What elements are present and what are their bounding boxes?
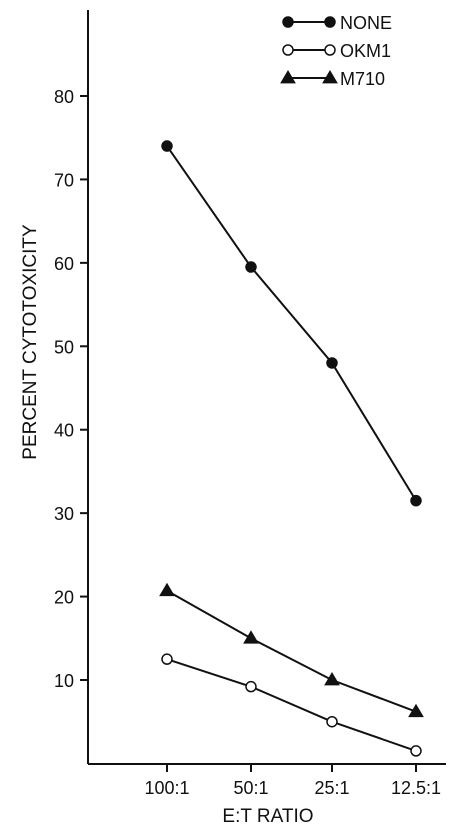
y-tick-label: 40 — [54, 421, 74, 441]
x-ticks: 100:1 50:1 25:1 12.5:1 — [144, 764, 441, 798]
y-ticks: 10 20 30 40 50 60 70 80 — [54, 87, 88, 691]
data-point-m710 — [159, 582, 175, 597]
legend-item-okm1: OKM1 — [282, 41, 391, 61]
data-point-none — [161, 140, 173, 152]
legend-label-okm1: OKM1 — [340, 41, 391, 61]
data-point-m710 — [324, 672, 340, 686]
legend: NONE OKM1 M710 — [280, 13, 392, 89]
legend-marker-none — [282, 16, 294, 28]
y-axis-title: PERCENT CYTOTOXICITY — [20, 224, 41, 460]
legend-marker-m710 — [280, 70, 296, 84]
x-tick-label: 100:1 — [144, 778, 189, 798]
x-axis: 100:1 50:1 25:1 12.5:1 — [88, 763, 446, 798]
y-tick-label: 50 — [54, 337, 74, 357]
data-point-none — [326, 357, 338, 369]
data-point-okm1 — [410, 745, 422, 757]
legend-marker-okm1 — [324, 44, 336, 56]
y-tick-label: 80 — [54, 87, 74, 107]
y-axis: 10 20 30 40 50 60 70 80 — [54, 10, 89, 764]
series-layer — [159, 140, 424, 757]
y-tick-label: 30 — [54, 504, 74, 524]
series-none — [161, 140, 422, 507]
x-tick-label: 50:1 — [233, 778, 268, 798]
legend-label-none: NONE — [340, 13, 392, 33]
series-line-okm1 — [166, 658, 417, 752]
legend-label-m710: M710 — [340, 69, 385, 89]
legend-marker-none — [324, 16, 336, 28]
series-line-none — [166, 145, 417, 502]
data-point-okm1 — [326, 715, 338, 728]
data-point-m710 — [408, 703, 424, 718]
series-okm1 — [161, 653, 422, 757]
legend-item-m710: M710 — [280, 69, 385, 89]
x-tick-label: 25:1 — [314, 778, 349, 798]
x-tick-label: 12.5:1 — [391, 778, 441, 798]
y-tick-label: 70 — [54, 170, 74, 190]
legend-item-none: NONE — [282, 13, 392, 33]
series-m710 — [159, 582, 424, 718]
y-tick-label: 60 — [54, 254, 74, 274]
y-tick-label: 10 — [54, 671, 74, 691]
y-tick-label: 20 — [54, 588, 74, 608]
data-point-okm1 — [161, 653, 173, 665]
data-point-none — [245, 261, 257, 273]
data-point-none — [410, 494, 422, 507]
data-point-okm1 — [245, 680, 257, 693]
data-point-m710 — [243, 630, 259, 644]
series-line-m710 — [166, 589, 417, 713]
legend-marker-m710 — [322, 70, 338, 84]
x-axis-title: E:T RATIO — [222, 806, 313, 827]
legend-marker-okm1 — [282, 44, 294, 56]
